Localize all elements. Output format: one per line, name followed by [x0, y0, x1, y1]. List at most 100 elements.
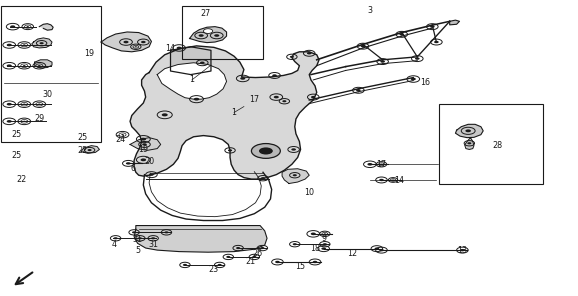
Circle shape	[323, 243, 327, 245]
Circle shape	[164, 231, 169, 234]
Circle shape	[361, 45, 365, 47]
Text: 6: 6	[131, 164, 135, 173]
Circle shape	[415, 57, 420, 60]
Polygon shape	[450, 20, 460, 25]
Text: 30: 30	[42, 90, 53, 99]
Circle shape	[368, 163, 372, 165]
Circle shape	[140, 158, 146, 161]
Text: 27: 27	[200, 9, 210, 18]
Text: 18: 18	[310, 244, 320, 253]
Circle shape	[39, 42, 44, 44]
Circle shape	[465, 129, 471, 132]
Polygon shape	[134, 226, 267, 252]
Polygon shape	[465, 138, 474, 149]
Polygon shape	[130, 46, 319, 179]
Polygon shape	[282, 169, 309, 184]
Text: 10: 10	[304, 188, 314, 197]
Circle shape	[124, 41, 128, 43]
Text: 3: 3	[368, 6, 372, 15]
Circle shape	[140, 138, 146, 141]
Polygon shape	[32, 38, 52, 48]
Text: 4: 4	[112, 240, 116, 249]
Circle shape	[290, 56, 294, 58]
Circle shape	[324, 233, 326, 234]
Circle shape	[38, 104, 40, 105]
Circle shape	[113, 237, 118, 239]
Text: 19: 19	[84, 49, 95, 58]
Circle shape	[228, 149, 232, 152]
Circle shape	[311, 96, 316, 98]
Circle shape	[151, 237, 155, 239]
Circle shape	[126, 162, 131, 165]
Circle shape	[430, 25, 435, 28]
Circle shape	[399, 33, 404, 36]
Circle shape	[226, 256, 231, 258]
Circle shape	[7, 65, 12, 67]
Circle shape	[311, 233, 316, 235]
Circle shape	[10, 25, 15, 28]
Text: 12: 12	[347, 249, 358, 258]
Circle shape	[7, 103, 12, 105]
Circle shape	[183, 264, 187, 266]
Circle shape	[380, 164, 383, 165]
Bar	[1, 6, 101, 142]
Polygon shape	[101, 32, 151, 52]
Circle shape	[460, 249, 465, 251]
Circle shape	[240, 77, 245, 80]
Text: 17: 17	[376, 160, 387, 169]
Circle shape	[23, 121, 25, 122]
Bar	[439, 104, 543, 184]
Circle shape	[313, 261, 317, 263]
Text: 5: 5	[135, 246, 140, 255]
Circle shape	[200, 62, 205, 64]
Circle shape	[379, 249, 384, 251]
Polygon shape	[455, 124, 483, 138]
Circle shape	[375, 247, 379, 250]
Polygon shape	[157, 63, 227, 99]
Polygon shape	[190, 27, 227, 43]
Text: 17: 17	[249, 95, 260, 104]
Circle shape	[7, 44, 12, 46]
Circle shape	[38, 65, 40, 66]
Circle shape	[467, 142, 472, 144]
Circle shape	[162, 113, 168, 116]
Circle shape	[7, 120, 12, 123]
Circle shape	[203, 29, 213, 33]
Text: 23: 23	[209, 265, 219, 274]
Circle shape	[272, 74, 277, 77]
Circle shape	[261, 177, 265, 179]
Text: 29: 29	[34, 114, 45, 123]
Circle shape	[199, 34, 203, 37]
Text: 16: 16	[420, 78, 430, 87]
Text: 14: 14	[165, 44, 176, 53]
Text: 25: 25	[11, 151, 21, 160]
Text: 14: 14	[394, 176, 404, 185]
Circle shape	[356, 89, 361, 91]
Text: 20: 20	[144, 157, 154, 166]
Circle shape	[149, 173, 154, 176]
Bar	[182, 6, 263, 59]
Text: 31: 31	[148, 240, 158, 249]
Circle shape	[251, 144, 280, 158]
Circle shape	[177, 47, 181, 49]
Circle shape	[379, 179, 384, 181]
Circle shape	[217, 264, 222, 266]
Text: 19: 19	[138, 145, 149, 154]
Circle shape	[236, 247, 240, 249]
Text: 24: 24	[115, 135, 125, 144]
Text: 13: 13	[457, 246, 468, 255]
Polygon shape	[130, 138, 161, 150]
Text: 25: 25	[77, 133, 87, 142]
Text: 26: 26	[252, 249, 262, 258]
Circle shape	[380, 60, 385, 63]
Polygon shape	[39, 24, 53, 30]
Circle shape	[135, 46, 137, 47]
Circle shape	[274, 96, 279, 98]
Circle shape	[23, 65, 25, 66]
Text: 9: 9	[321, 234, 326, 243]
Circle shape	[292, 174, 297, 176]
Circle shape	[194, 98, 199, 101]
Circle shape	[23, 104, 25, 105]
Polygon shape	[171, 47, 211, 75]
Circle shape	[259, 147, 273, 155]
